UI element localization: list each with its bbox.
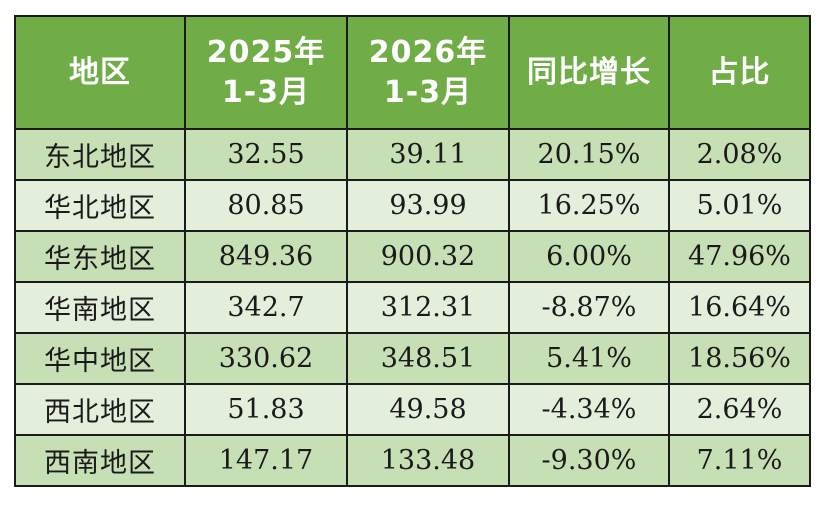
q1-2025-cell: 849.36 — [184, 230, 348, 283]
region-table-container: 地区 2025年 1-3月 2026年 1-3月 同比增长 占比 东北地区 32.… — [14, 15, 811, 487]
table-row: 华中地区 330.62 348.51 5.41% 18.56% — [14, 332, 811, 385]
table-row: 华南地区 342.7 312.31 -8.87% 16.64% — [14, 281, 811, 334]
q1-2025-cell: 147.17 — [184, 434, 348, 487]
share-cell: 2.64% — [668, 383, 811, 436]
share-cell: 5.01% — [668, 179, 811, 232]
table-body: 东北地区 32.55 39.11 20.15% 2.08% 华北地区 80.85 93.99 1… — [14, 128, 811, 487]
region-data-table: 地区 2025年 1-3月 2026年 1-3月 同比增长 占比 东北地区 32.… — [14, 15, 811, 487]
yoy-growth-cell: 6.00% — [508, 230, 670, 283]
header-cell-share: 占比 — [668, 15, 811, 130]
q1-2025-cell: 32.55 — [184, 128, 348, 181]
region-cell: 华北地区 — [14, 179, 186, 232]
region-cell: 西南地区 — [14, 434, 186, 487]
q1-2025-cell: 51.83 — [184, 383, 348, 436]
q1-2026-cell: 93.99 — [346, 179, 510, 232]
header-row: 地区 2025年 1-3月 2026年 1-3月 同比增长 占比 — [14, 15, 811, 130]
share-cell: 16.64% — [668, 281, 811, 334]
share-cell: 2.08% — [668, 128, 811, 181]
q1-2026-cell: 133.48 — [346, 434, 510, 487]
yoy-growth-cell: 20.15% — [508, 128, 670, 181]
header-region-line: 地区 — [69, 54, 131, 90]
region-cell: 华南地区 — [14, 281, 186, 334]
q1-2025-cell: 330.62 — [184, 332, 348, 385]
region-cell: 东北地区 — [14, 128, 186, 181]
q1-2026-cell: 49.58 — [346, 383, 510, 436]
table-row: 华北地区 80.85 93.99 16.25% 5.01% — [14, 179, 811, 232]
share-cell: 18.56% — [668, 332, 811, 385]
header-cell-yoy: 同比增长 — [508, 15, 670, 130]
region-cell: 华中地区 — [14, 332, 186, 385]
q1-2026-cell: 39.11 — [346, 128, 510, 181]
header-2025-period: 1-3月 — [221, 74, 311, 110]
header-cell-region: 地区 — [14, 15, 186, 130]
table-row: 华东地区 849.36 900.32 6.00% 47.96% — [14, 230, 811, 283]
share-cell: 7.11% — [668, 434, 811, 487]
q1-2025-cell: 342.7 — [184, 281, 348, 334]
table-row: 西南地区 147.17 133.48 -9.30% 7.11% — [14, 434, 811, 487]
header-2026-period: 1-3月 — [383, 74, 473, 110]
q1-2026-cell: 312.31 — [346, 281, 510, 334]
region-cell: 华东地区 — [14, 230, 186, 283]
yoy-growth-cell: 16.25% — [508, 179, 670, 232]
header-cell-2026: 2026年 1-3月 — [346, 15, 510, 130]
yoy-growth-cell: -9.30% — [508, 434, 670, 487]
table-row: 东北地区 32.55 39.11 20.15% 2.08% — [14, 128, 811, 181]
yoy-growth-cell: -8.87% — [508, 281, 670, 334]
share-cell: 47.96% — [668, 230, 811, 283]
region-cell: 西北地区 — [14, 383, 186, 436]
header-share-line: 占比 — [708, 54, 771, 90]
yoy-growth-cell: 5.41% — [508, 332, 670, 385]
header-2026-year: 2026年 — [368, 34, 488, 70]
yoy-growth-cell: -4.34% — [508, 383, 670, 436]
q1-2026-cell: 900.32 — [346, 230, 510, 283]
header-yoy-line: 同比增长 — [527, 54, 651, 90]
table-row: 西北地区 51.83 49.58 -4.34% 2.64% — [14, 383, 811, 436]
header-2025-year: 2025年 — [206, 34, 326, 70]
header-cell-2025: 2025年 1-3月 — [184, 15, 348, 130]
q1-2026-cell: 348.51 — [346, 332, 510, 385]
q1-2025-cell: 80.85 — [184, 179, 348, 232]
